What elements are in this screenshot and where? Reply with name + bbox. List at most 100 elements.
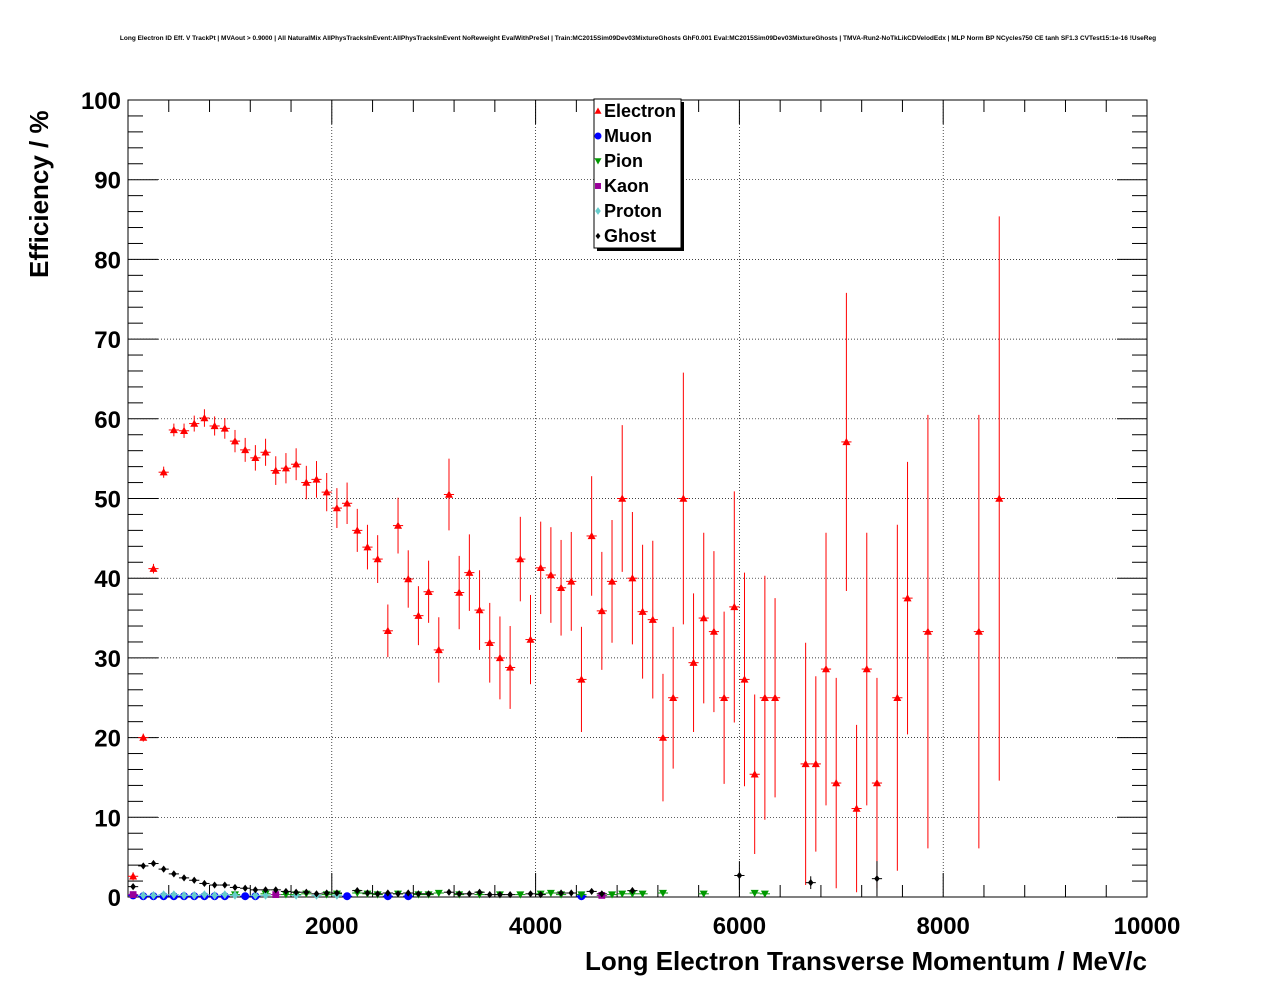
electron-marker [811,759,820,768]
electron-marker [720,693,729,701]
electron-marker [587,531,596,540]
electron-point [311,461,322,498]
ghost-point [505,891,516,899]
ghost-point [474,888,485,896]
ghost-point [209,881,220,889]
ghost-point [627,887,638,895]
ghost-marker [446,888,452,896]
electron-marker [251,453,260,462]
electron-marker [506,663,515,671]
ghost-point [321,889,332,897]
electron-point [168,423,179,437]
pion-point [606,891,618,899]
electron-marker [180,426,189,434]
electron-point [769,598,781,798]
electron-point [270,456,281,485]
series-electron [128,216,1005,893]
electron-marker [353,526,362,534]
pion-point [515,891,526,899]
muon-marker [343,892,352,901]
legend-label: Pion [604,151,643,171]
proton-marker [252,891,259,900]
y-tick-label: 60 [94,407,121,434]
ghost-point [229,883,241,892]
electron-marker [312,475,321,483]
proton-marker [231,891,239,900]
ghost-point [158,865,169,873]
ghost-marker [385,889,391,897]
ghost-marker [807,879,814,887]
pion-point [749,889,760,898]
electron-marker [404,574,413,583]
ghost-marker [736,871,743,880]
ghost-point [413,890,424,898]
electron-point [443,458,455,531]
electron-marker [363,543,372,551]
legend-marker [595,232,601,240]
y-tick-label: 30 [94,646,121,673]
kaon-point [128,891,139,899]
electron-marker [822,665,831,673]
x-tick-label: 8000 [917,913,970,940]
ghost-point [464,890,475,898]
electron-marker [322,488,331,496]
electron-point [291,448,302,481]
proton-marker [160,890,167,900]
ghost-marker [354,887,361,895]
electron-marker [271,466,280,474]
y-tick-label: 80 [94,247,121,274]
ghost-point [189,876,200,884]
electron-point [433,617,444,683]
ghost-point [128,883,139,891]
ghost-point [423,890,434,898]
ghost-marker [537,891,544,899]
electron-marker [200,414,209,422]
ghost-point [805,876,816,890]
electron-point [484,602,495,683]
electron-marker [383,626,392,635]
electron-marker [862,665,871,673]
electron-point [454,555,465,630]
electron-marker [557,583,566,591]
electron-marker [995,494,1004,502]
legend-label: Muon [604,126,652,146]
electron-marker [230,437,239,445]
electron-point [321,472,332,512]
electron-point [219,418,230,439]
legend-item-proton: Proton [595,201,662,221]
ghost-marker [476,888,483,896]
electron-point [922,414,934,849]
electron-point [688,593,699,733]
pion-marker [608,891,617,899]
pion-point [433,889,444,898]
kaon-point [270,891,281,899]
electron-marker [343,499,352,507]
electron-point [739,572,750,787]
muon-point [341,892,353,901]
electron-point [617,425,628,572]
electron-marker [658,733,667,741]
electron-marker [424,587,433,595]
pion-marker [760,890,769,898]
proton-marker [140,891,147,900]
electron-point [240,437,251,462]
electron-marker [699,614,708,622]
electron-point [586,476,597,596]
electron-marker [169,425,178,434]
pion-point [759,890,770,898]
proton-point [189,891,200,900]
ghost-point [260,886,271,894]
electron-marker [893,693,902,701]
ghost-point [362,889,373,897]
electron-marker [669,693,678,701]
electron-point [800,642,811,886]
electron-marker [832,779,841,787]
legend-item-ghost: Ghost [595,226,656,246]
ghost-marker [313,890,320,898]
electron-point [474,570,485,650]
ghost-marker [466,890,473,898]
ghost-marker [558,889,564,897]
ghost-marker [874,875,880,883]
ghost-marker [130,883,136,891]
ghost-marker [568,889,575,897]
